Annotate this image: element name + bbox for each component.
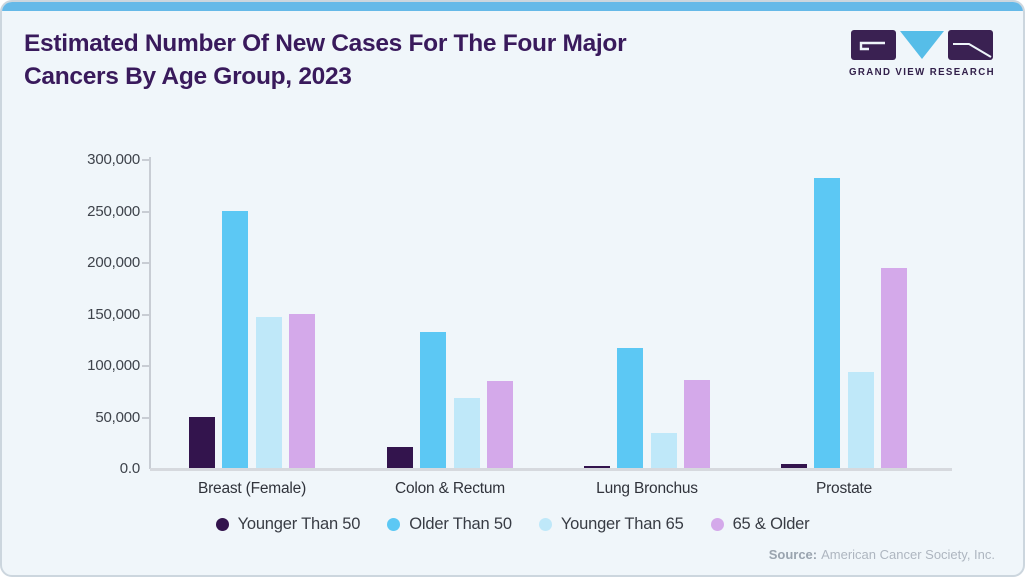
bar-65-older-breast-female xyxy=(289,314,315,469)
bar-younger-than-50-prostate xyxy=(781,464,807,469)
bar-younger-than-65-colon-rectum xyxy=(454,398,480,469)
x-axis-label-colon-rectum: Colon & Rectum xyxy=(394,480,506,497)
bar-younger-than-50-breast-female xyxy=(189,417,215,469)
legend-dot-icon xyxy=(538,518,552,531)
logo-g-block xyxy=(851,30,896,60)
legend-item-younger-than-50: Younger Than 50 xyxy=(215,515,361,534)
y-axis-tick-label: 50,000 xyxy=(95,408,140,426)
x-axis-label-lung-bronchus: Lung Bronchus xyxy=(596,480,698,497)
legend-item-younger-than-65: Younger Than 65 xyxy=(538,515,684,534)
bar-older-than-50-breast-female xyxy=(222,211,248,469)
bar-65-older-lung-bronchus xyxy=(684,380,710,469)
y-axis-tickmark xyxy=(142,416,149,419)
legend-dot-icon xyxy=(387,518,401,531)
x-axis-label-breast-female: Breast (Female) xyxy=(197,480,307,497)
bar-older-than-50-lung-bronchus xyxy=(617,348,643,469)
y-axis-tickmark xyxy=(142,159,149,161)
y-axis-tickmark xyxy=(142,262,149,264)
source-note: Source: American Cancer Society, Inc. xyxy=(769,547,995,562)
page-title: Estimated Number Of New Cases For The Fo… xyxy=(24,28,627,93)
y-axis-tick-label: 300,000 xyxy=(87,151,140,168)
bar-65-older-colon-rectum xyxy=(487,381,513,469)
legend-item-65-older: 65 & Older xyxy=(710,515,810,534)
logo-v-triangle xyxy=(900,31,944,59)
logo-r-glyph xyxy=(953,43,992,58)
top-accent-bar xyxy=(2,2,1023,11)
legend-item-older-than-50: Older Than 50 xyxy=(387,515,512,534)
y-axis-tickmark xyxy=(142,365,149,367)
y-axis-tick-label: 150,000 xyxy=(87,305,140,323)
x-axis-label-prostate: Prostate xyxy=(815,480,873,497)
gvr-logo-graphic: GRAND VIEW RESEARCH xyxy=(849,30,995,78)
bar-younger-than-50-colon-rectum xyxy=(387,447,413,469)
bar-older-than-50-prostate xyxy=(814,178,840,469)
bar-65-older-prostate xyxy=(881,268,907,469)
logo-wordmark: GRAND VIEW RESEARCH xyxy=(849,66,995,78)
source-label: Source: xyxy=(768,547,818,562)
legend-label: Younger Than 65 xyxy=(560,515,684,533)
page-title-line2: Cancers By Age Group, 2023 xyxy=(24,62,352,90)
y-axis-line xyxy=(149,157,151,469)
legend-dot-icon xyxy=(710,518,724,531)
bar-older-than-50-colon-rectum xyxy=(420,332,446,469)
page-title-line1: Estimated Number Of New Cases For The Fo… xyxy=(24,30,627,57)
bar-younger-than-65-prostate xyxy=(848,372,874,469)
y-axis-tick-label: 100,000 xyxy=(87,357,140,374)
legend-label: Younger Than 50 xyxy=(237,515,361,533)
y-axis-tickmark xyxy=(142,210,149,213)
gvr-logo: GRAND VIEW RESEARCH xyxy=(847,28,997,78)
source-text: American Cancer Society, Inc. xyxy=(821,547,995,562)
logo-g-glyph xyxy=(859,41,885,51)
x-axis-line xyxy=(150,468,952,471)
legend-dot-icon xyxy=(215,518,229,531)
bar-younger-than-65-breast-female xyxy=(256,317,282,469)
y-axis-tick-label: 250,000 xyxy=(87,202,140,220)
legend-label: Older Than 50 xyxy=(409,515,512,533)
bar-younger-than-65-lung-bronchus xyxy=(651,433,677,469)
chart-legend: Younger Than 50 Older Than 50 Younger Than… xyxy=(2,515,1023,534)
y-axis-tickmark xyxy=(142,313,149,316)
y-axis-tick-label: 200,000 xyxy=(87,254,140,271)
y-axis-tick-label: 0.0 xyxy=(119,460,140,477)
bar-younger-than-50-lung-bronchus xyxy=(584,466,610,469)
legend-label: 65 & Older xyxy=(732,515,810,533)
